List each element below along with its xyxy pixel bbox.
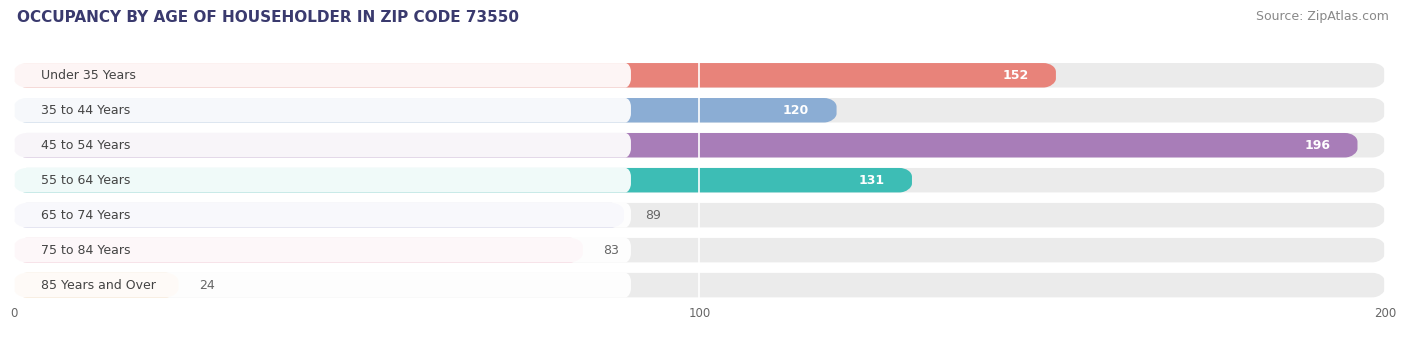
PathPatch shape	[14, 98, 1385, 122]
Text: 35 to 44 Years: 35 to 44 Years	[42, 104, 131, 117]
Text: 55 to 64 Years: 55 to 64 Years	[42, 174, 131, 187]
Text: 75 to 84 Years: 75 to 84 Years	[42, 244, 131, 257]
PathPatch shape	[14, 273, 631, 298]
PathPatch shape	[14, 203, 1385, 227]
Text: 83: 83	[603, 244, 620, 257]
PathPatch shape	[14, 238, 1385, 262]
PathPatch shape	[14, 133, 631, 157]
PathPatch shape	[14, 203, 624, 227]
Text: Source: ZipAtlas.com: Source: ZipAtlas.com	[1256, 10, 1389, 23]
Text: 45 to 54 Years: 45 to 54 Years	[42, 139, 131, 152]
PathPatch shape	[14, 63, 631, 87]
PathPatch shape	[14, 98, 837, 122]
Text: 65 to 74 Years: 65 to 74 Years	[42, 209, 131, 222]
PathPatch shape	[14, 168, 1385, 192]
Text: 196: 196	[1305, 139, 1330, 152]
PathPatch shape	[14, 238, 583, 262]
Text: OCCUPANCY BY AGE OF HOUSEHOLDER IN ZIP CODE 73550: OCCUPANCY BY AGE OF HOUSEHOLDER IN ZIP C…	[17, 10, 519, 25]
Text: 24: 24	[200, 278, 215, 292]
Text: Under 35 Years: Under 35 Years	[42, 69, 136, 82]
PathPatch shape	[14, 133, 1358, 157]
PathPatch shape	[14, 63, 1056, 87]
PathPatch shape	[14, 98, 631, 122]
Text: 131: 131	[859, 174, 884, 187]
PathPatch shape	[14, 273, 179, 298]
PathPatch shape	[14, 168, 631, 192]
PathPatch shape	[14, 203, 631, 227]
PathPatch shape	[14, 168, 912, 192]
PathPatch shape	[14, 273, 1385, 298]
Text: 120: 120	[783, 104, 810, 117]
Text: 152: 152	[1002, 69, 1029, 82]
Text: 85 Years and Over: 85 Years and Over	[42, 278, 156, 292]
PathPatch shape	[14, 238, 631, 262]
Text: 89: 89	[644, 209, 661, 222]
PathPatch shape	[14, 133, 1385, 157]
PathPatch shape	[14, 63, 1385, 87]
